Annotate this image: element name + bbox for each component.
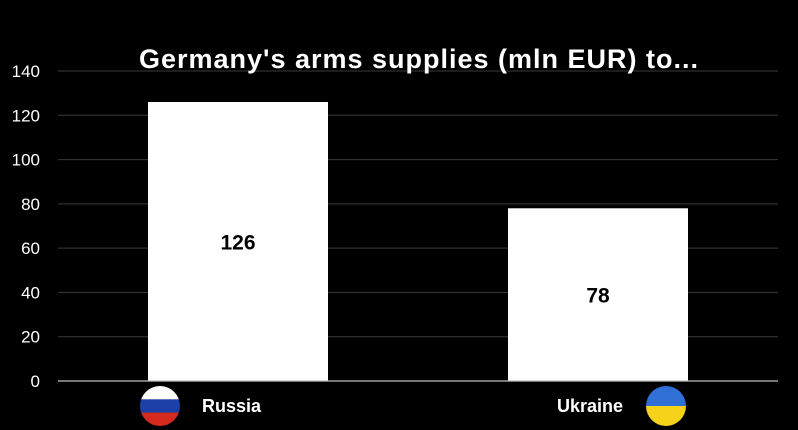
y-tick-label: 20 xyxy=(21,328,40,347)
category-label-ukraine: Ukraine xyxy=(557,396,624,416)
y-tick-label: 60 xyxy=(21,239,40,258)
bar-russia xyxy=(148,102,328,381)
data-label-russia: 126 xyxy=(220,232,255,255)
y-tick-label: 40 xyxy=(21,283,40,302)
y-tick-label: 120 xyxy=(12,106,40,125)
russia-flag-icon xyxy=(140,386,180,426)
y-tick-label: 140 xyxy=(12,62,40,81)
y-tick-label: 80 xyxy=(21,195,40,214)
data-label-ukraine: 78 xyxy=(586,285,610,308)
y-tick-label: 100 xyxy=(12,151,40,170)
bar-ukraine xyxy=(508,208,688,381)
chart-title: Germany's arms supplies (mln EUR) to... xyxy=(138,44,700,74)
ukraine-flag-icon xyxy=(646,386,686,426)
y-tick-label: 0 xyxy=(31,372,40,391)
category-label-russia: Russia xyxy=(202,396,262,416)
